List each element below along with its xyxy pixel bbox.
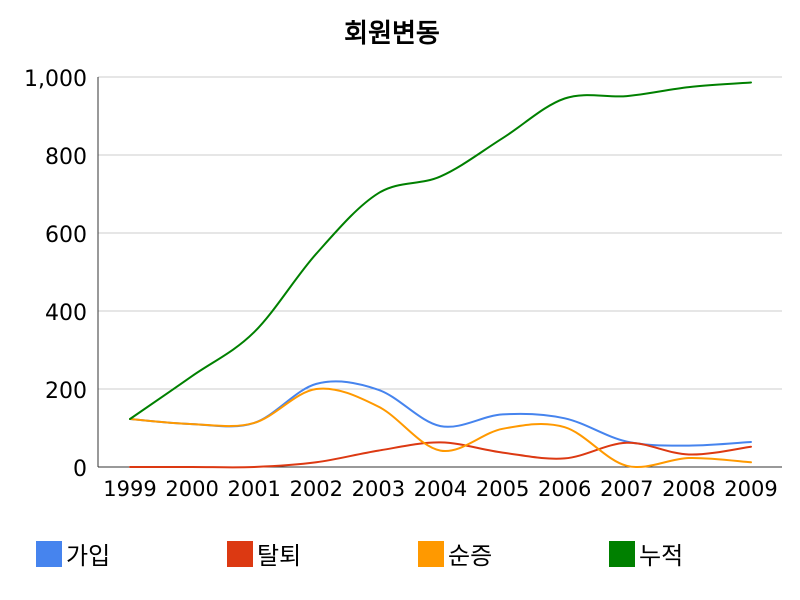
series-line-net-increase [129, 387, 752, 468]
legend-swatch-withdrawal [227, 540, 253, 567]
legend-label-withdrawal: 탈퇴 [257, 542, 302, 570]
series-line-withdrawal [129, 441, 752, 469]
y-tick-label: 1,000 [24, 67, 87, 92]
legend-label-cumulative: 누적 [639, 542, 684, 570]
legend-swatch-signup [36, 540, 62, 567]
legend-label-signup: 가입 [66, 542, 111, 570]
legend-swatch-net-increase [418, 540, 444, 567]
x-tick-label: 2000 [165, 477, 218, 501]
series-lines [129, 81, 752, 469]
x-tick-label: 2005 [476, 477, 529, 501]
x-tick-label: 2001 [227, 477, 280, 501]
y-tick-label: 200 [45, 379, 87, 404]
y-tick-label: 0 [73, 457, 87, 482]
x-tick-label: 2008 [662, 477, 715, 501]
series-line-signup [129, 380, 752, 447]
x-tick-label: 2004 [414, 477, 467, 501]
x-tick-label: 2006 [538, 477, 591, 501]
x-tick-label: 2002 [290, 477, 343, 501]
legend-item-cumulative[interactable]: 누적 [609, 536, 683, 571]
series-line-cumulative [129, 81, 752, 420]
legend-label-net-increase: 순증 [448, 542, 493, 570]
legend-item-withdrawal[interactable]: 탈퇴 [227, 536, 301, 571]
legend-swatch-cumulative [609, 540, 635, 567]
x-tick-label: 2003 [352, 477, 405, 501]
x-tick-label: 2007 [600, 477, 653, 501]
legend-item-net-increase[interactable]: 순증 [418, 536, 492, 571]
y-tick-label: 400 [45, 301, 87, 326]
x-tick-label: 1999 [103, 477, 156, 501]
chart-title: 회원변동 [344, 19, 440, 49]
y-tick-label: 600 [45, 223, 87, 248]
legend-item-signup[interactable]: 가입 [36, 536, 110, 571]
grid-lines [98, 76, 782, 390]
axes: 0 200 400 600 800 1,000 1999 2000 2001 2002 2003 20… [24, 67, 782, 501]
x-tick-label: 2009 [724, 477, 777, 501]
y-tick-label: 800 [45, 145, 87, 170]
